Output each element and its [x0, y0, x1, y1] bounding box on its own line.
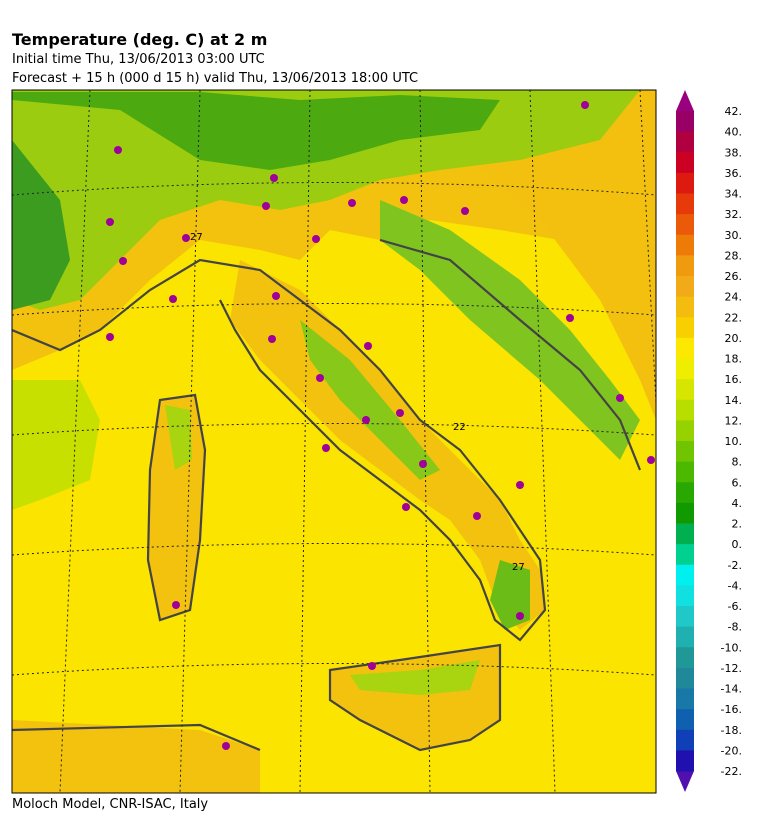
colorbar-swatch: [676, 276, 694, 298]
colorbar-swatch: [676, 709, 694, 731]
colorbar-label: 26.: [725, 270, 743, 283]
colorbar-label: -22.: [721, 765, 742, 778]
footer: Moloch Model, CNR-ISAC, Italy: [12, 797, 209, 812]
colorbar-swatch: [676, 523, 694, 545]
colorbar-label: 20.: [725, 332, 743, 345]
colorbar-swatch: [676, 544, 694, 566]
colorbar-swatch: [676, 255, 694, 277]
colorbar-swatch: [676, 564, 694, 586]
colorbar-swatch: [676, 482, 694, 504]
colorbar-label: 32.: [725, 208, 743, 221]
colorbar-label: 24.: [725, 291, 743, 304]
colorbar-swatch: [676, 152, 694, 174]
colorbar-label: 16.: [725, 373, 743, 386]
colorbar-label: 22.: [725, 311, 743, 324]
colorbar-under: [676, 771, 694, 792]
colorbar-swatch: [676, 502, 694, 524]
contour-label: 27: [190, 232, 203, 243]
colorbar-swatch: [676, 317, 694, 339]
colorbar-label: 0.: [732, 538, 743, 551]
colorbar-swatch: [676, 606, 694, 628]
colorbar-label: -6.: [728, 600, 742, 613]
colorbar-label: -10.: [721, 641, 742, 654]
colorbar-swatch: [676, 688, 694, 710]
colorbar-swatch: [676, 193, 694, 215]
colorbar-swatch: [676, 626, 694, 648]
colorbar-label: 2.: [732, 518, 743, 531]
colorbar-swatch: [676, 399, 694, 421]
colorbar-swatch: [676, 234, 694, 256]
colorbar-swatch: [676, 420, 694, 442]
colorbar-label: 28.: [725, 249, 743, 262]
forecast-time: Forecast + 15 h (000 d 15 h) valid Thu, …: [12, 71, 419, 86]
colorbar-swatch: [676, 111, 694, 133]
colorbar-label: 36.: [725, 167, 743, 180]
colorbar-label: 18.: [725, 353, 743, 366]
colorbar: 42. 40. 38. 36. 34. 32. 30. 28. 26. 24. 22. 20. 18. 1…: [676, 90, 742, 792]
colorbar-label: -14.: [721, 683, 742, 696]
colorbar-label: 6.: [732, 476, 743, 489]
colorbar-label: -16.: [721, 703, 742, 716]
colorbar-label: 8.: [732, 456, 743, 469]
colorbar-swatch: [676, 750, 694, 772]
contour-label: 22: [453, 422, 466, 433]
colorbar-swatch: [676, 441, 694, 463]
colorbar-swatch: [676, 647, 694, 669]
colorbar-swatch: [676, 358, 694, 380]
colorbar-label: -18.: [721, 724, 742, 737]
colorbar-label: -8.: [728, 621, 742, 634]
colorbar-swatch: [676, 131, 694, 153]
colorbar-label: 42.: [725, 105, 743, 118]
map-frame: [11, 89, 657, 794]
colorbar-swatch: [676, 667, 694, 689]
colorbar-label: -20.: [721, 744, 742, 757]
colorbar-label: -2.: [728, 559, 742, 572]
colorbar-label: 34.: [725, 188, 743, 201]
colorbar-swatch: [676, 461, 694, 483]
colorbar-swatch: [676, 296, 694, 318]
colorbar-swatch: [676, 172, 694, 194]
colorbar-label: 12.: [725, 414, 743, 427]
colorbar-label: 4.: [732, 497, 743, 510]
colorbar-over: [676, 90, 694, 111]
colorbar-label: 30.: [725, 229, 743, 242]
colorbar-label: 38.: [725, 146, 743, 159]
colorbar-swatch: [676, 214, 694, 236]
colorbar-swatch: [676, 729, 694, 751]
colorbar-swatch: [676, 379, 694, 401]
colorbar-label: -4.: [728, 579, 742, 592]
initial-time: Initial time Thu, 13/06/2013 03:00 UTC: [12, 52, 265, 67]
colorbar-label: 10.: [725, 435, 743, 448]
colorbar-swatch: [676, 585, 694, 607]
contour-label: 27: [512, 562, 525, 573]
map: 27 22 27: [12, 90, 656, 793]
colorbar-label: 40.: [725, 126, 743, 139]
colorbar-swatch: [676, 337, 694, 359]
title: Temperature (deg. C) at 2 m: [12, 30, 268, 49]
colorbar-label: -12.: [721, 662, 742, 675]
colorbar-label: 14.: [725, 394, 743, 407]
